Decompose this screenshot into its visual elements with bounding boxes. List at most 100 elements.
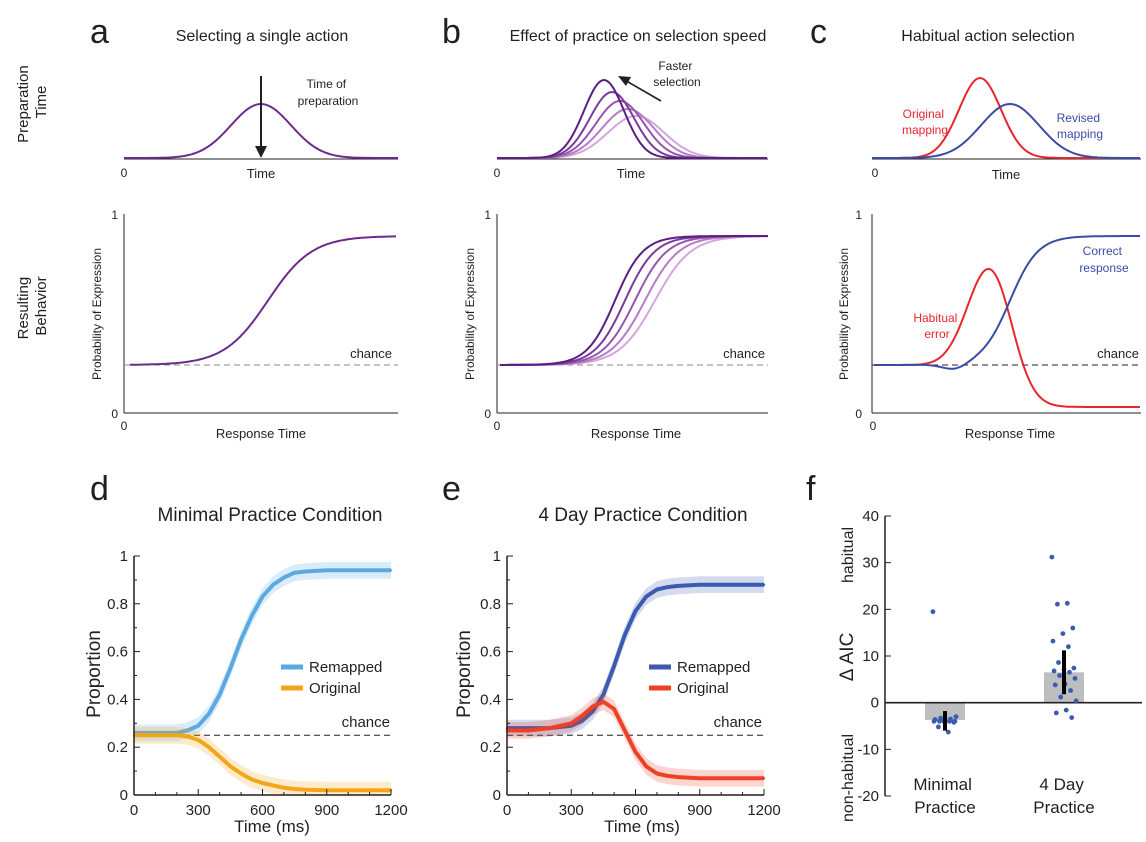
panel-f-ytick-label: -20 bbox=[857, 788, 879, 805]
panel-c-correct-response-line1: Correct bbox=[1083, 244, 1123, 258]
panel-f-point bbox=[932, 717, 938, 722]
panel-a-top-xlabel: Time bbox=[247, 166, 275, 181]
panel-d-point-remapped bbox=[325, 569, 328, 572]
panel-e-point-original bbox=[666, 774, 669, 778]
panel-b-behavior-curve-1 bbox=[500, 235, 768, 366]
panel-f-point bbox=[1055, 601, 1060, 607]
panel-e-point-remapped bbox=[698, 583, 701, 586]
panel-f-point bbox=[1057, 673, 1062, 678]
panel-f-point bbox=[1070, 625, 1076, 631]
panel-e-point-original bbox=[602, 700, 605, 703]
panel-e-xtick-label: 600 bbox=[623, 802, 648, 819]
panel-e-point-remapped bbox=[666, 585, 669, 589]
panel-d-point-original bbox=[186, 735, 189, 738]
panel-e-series-original bbox=[507, 699, 764, 781]
panel-e-chance-label: chance bbox=[714, 714, 762, 731]
panel-e-plot: 0 0.2 0.4 0.6 0.8 1 0 300 600 900 1200 bbox=[480, 548, 781, 819]
panel-d-point-original bbox=[368, 789, 371, 792]
panel-c-chance-label: chance bbox=[1097, 346, 1139, 361]
panel-d-point-remapped bbox=[282, 576, 286, 579]
panel-d-ytick-label: 0 bbox=[120, 787, 128, 804]
panel-e-xtick-label: 0 bbox=[503, 802, 511, 819]
panel-letter-a: a bbox=[90, 13, 109, 51]
panel-e-ytick-label: 0.2 bbox=[480, 739, 501, 756]
panel-c-top-xlabel: Time bbox=[992, 167, 1020, 182]
panel-b-faster-arrow bbox=[622, 78, 662, 102]
panel-f-ylabel: Δ AIC bbox=[837, 633, 858, 682]
panel-e-point-original bbox=[612, 707, 616, 711]
panel-c-revised-mapping-label: Revised mapping bbox=[1057, 111, 1104, 141]
panel-f-point bbox=[1066, 644, 1071, 650]
panel-e-ytick-label: 0 bbox=[493, 787, 501, 804]
panel-c-revised-mapping-line2: mapping bbox=[1057, 127, 1103, 141]
panel-d-point-original bbox=[304, 788, 307, 791]
panel-e-point-original bbox=[634, 750, 637, 754]
panel-f-ytick-label: 40 bbox=[862, 508, 879, 525]
panel-a-annotation-line1: Time of bbox=[307, 77, 347, 91]
panel-b-top-xlabel: Time bbox=[617, 166, 645, 181]
panel-f-point bbox=[1052, 682, 1058, 688]
panel-d-ytick-label: 0.6 bbox=[107, 644, 128, 661]
panel-e-point-original bbox=[548, 726, 551, 730]
panel-b: 0 Time Faster selection 1 0 0 Response T… bbox=[463, 59, 769, 441]
panel-e-point-remapped bbox=[741, 583, 744, 586]
panel-title-b: Effect of practice on selection speed bbox=[510, 28, 767, 45]
panel-f-ytick-label: -10 bbox=[857, 741, 879, 758]
panel-d-point-original bbox=[207, 746, 211, 749]
panel-f-point bbox=[948, 716, 953, 722]
panel-f-point bbox=[953, 714, 959, 720]
panel-d-legend: Remapped Original bbox=[281, 659, 382, 697]
panel-d-point-remapped bbox=[207, 712, 211, 715]
panel-e-point-original bbox=[580, 714, 584, 718]
panel-e-xtick-label: 300 bbox=[559, 802, 584, 819]
panel-a-chance-label: chance bbox=[350, 346, 392, 361]
row-label-top: Preparation Time bbox=[15, 61, 50, 143]
panel-d-ytick-label: 0.4 bbox=[107, 691, 128, 708]
panel-d-point-original bbox=[218, 755, 221, 758]
panel-letter-c: c bbox=[810, 13, 827, 51]
panel-c-ytick-1: 1 bbox=[855, 208, 862, 222]
panel-c-habitual-error-line2: error bbox=[924, 327, 949, 341]
panel-d: Proportion Time (ms) 0 0.2 0.4 0.6 0.8 1 0 300 6… bbox=[84, 548, 408, 836]
panel-b-xtick-0: 0 bbox=[494, 419, 501, 433]
panel-b-chance-label: chance bbox=[723, 346, 765, 361]
panel-e: Proportion Time (ms) 0 0.2 0.4 0.6 0.8 1 0 300 6… bbox=[454, 548, 781, 836]
panel-d-point-remapped bbox=[197, 724, 200, 727]
panel-b-xlabel: Response Time bbox=[591, 426, 681, 441]
panel-d-ytick-label: 1 bbox=[120, 548, 128, 565]
panel-b-prep-curve-5 bbox=[497, 115, 767, 159]
panel-letter-f: f bbox=[806, 470, 816, 508]
panel-d-legend-remapped-label: Remapped bbox=[309, 659, 382, 676]
panel-f-point bbox=[1060, 631, 1066, 636]
panel-f-point bbox=[945, 729, 951, 735]
panel-f-point bbox=[938, 715, 943, 721]
panel-c-correct-response-line2: response bbox=[1079, 261, 1129, 275]
panel-a-ylabel: Probability of Expression bbox=[90, 248, 104, 380]
panel-e-point-remapped bbox=[612, 664, 616, 668]
panel-f-ytick-label: 20 bbox=[862, 601, 879, 618]
panel-e-point-original bbox=[698, 777, 701, 780]
panel-d-point-original bbox=[347, 789, 350, 792]
panel-f-point bbox=[1073, 698, 1079, 704]
panel-d-point-remapped bbox=[304, 570, 307, 573]
panel-e-point-original bbox=[527, 729, 530, 732]
panel-letter-b: b bbox=[442, 13, 461, 51]
panel-e-ytick-label: 0.4 bbox=[480, 691, 501, 708]
panel-d-point-remapped bbox=[239, 638, 243, 641]
panel-d-xtick-label: 600 bbox=[250, 802, 275, 819]
panel-a-annotation-line2: preparation bbox=[298, 94, 359, 108]
panel-d-xtick-label: 1200 bbox=[374, 802, 407, 819]
panel-title-a: Selecting a single action bbox=[176, 28, 349, 45]
panel-b-ylabel: Probability of Expression bbox=[463, 248, 477, 380]
panel-e-point-original bbox=[570, 722, 573, 725]
panel-d-chance-label: chance bbox=[342, 714, 390, 731]
panel-f-ytick-label: 0 bbox=[871, 695, 879, 712]
panel-e-point-original bbox=[741, 777, 744, 780]
panel-e-point-original bbox=[762, 777, 766, 780]
panel-c: 0 Time Original mapping Revised mapping … bbox=[837, 76, 1141, 441]
panel-d-ytick-label: 0.8 bbox=[107, 596, 128, 613]
panel-d-ytick-label: 0.2 bbox=[107, 739, 128, 756]
panel-b-ytick-0: 0 bbox=[484, 407, 491, 421]
panel-e-ytick-label: 0.8 bbox=[480, 596, 501, 613]
